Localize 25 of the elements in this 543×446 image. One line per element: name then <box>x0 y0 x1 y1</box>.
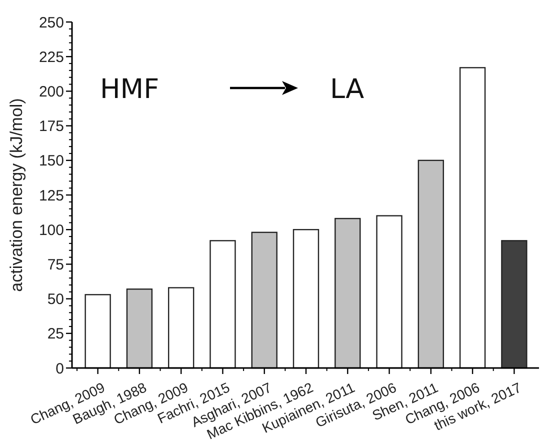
y-tick-label: 100 <box>38 222 64 239</box>
bar <box>168 287 194 369</box>
y-tick-label: 125 <box>38 187 64 204</box>
annotation: HMF <box>100 74 160 105</box>
bar <box>501 240 528 369</box>
bar <box>251 232 278 369</box>
y-tick-label: 75 <box>47 256 64 274</box>
bar <box>418 160 444 369</box>
bar <box>334 218 361 369</box>
annotation: LA <box>330 74 365 105</box>
y-tick-label: 175 <box>38 118 64 136</box>
y-tick-label: 25 <box>47 326 64 343</box>
y-tick-label: 150 <box>38 152 64 170</box>
y-tick-label: 250 <box>38 14 64 32</box>
bar <box>84 294 111 369</box>
bar <box>126 288 153 369</box>
bar <box>376 215 402 369</box>
y-tick-label: 50 <box>47 291 64 308</box>
y-axis-title: activation energy (kJ/mol) <box>7 98 26 292</box>
bar <box>210 240 236 369</box>
bar <box>459 67 486 369</box>
y-tick-label: 200 <box>38 83 64 100</box>
bar <box>292 229 320 369</box>
y-tick-label: 225 <box>38 48 64 66</box>
y-tick-label: 0 <box>56 360 64 378</box>
